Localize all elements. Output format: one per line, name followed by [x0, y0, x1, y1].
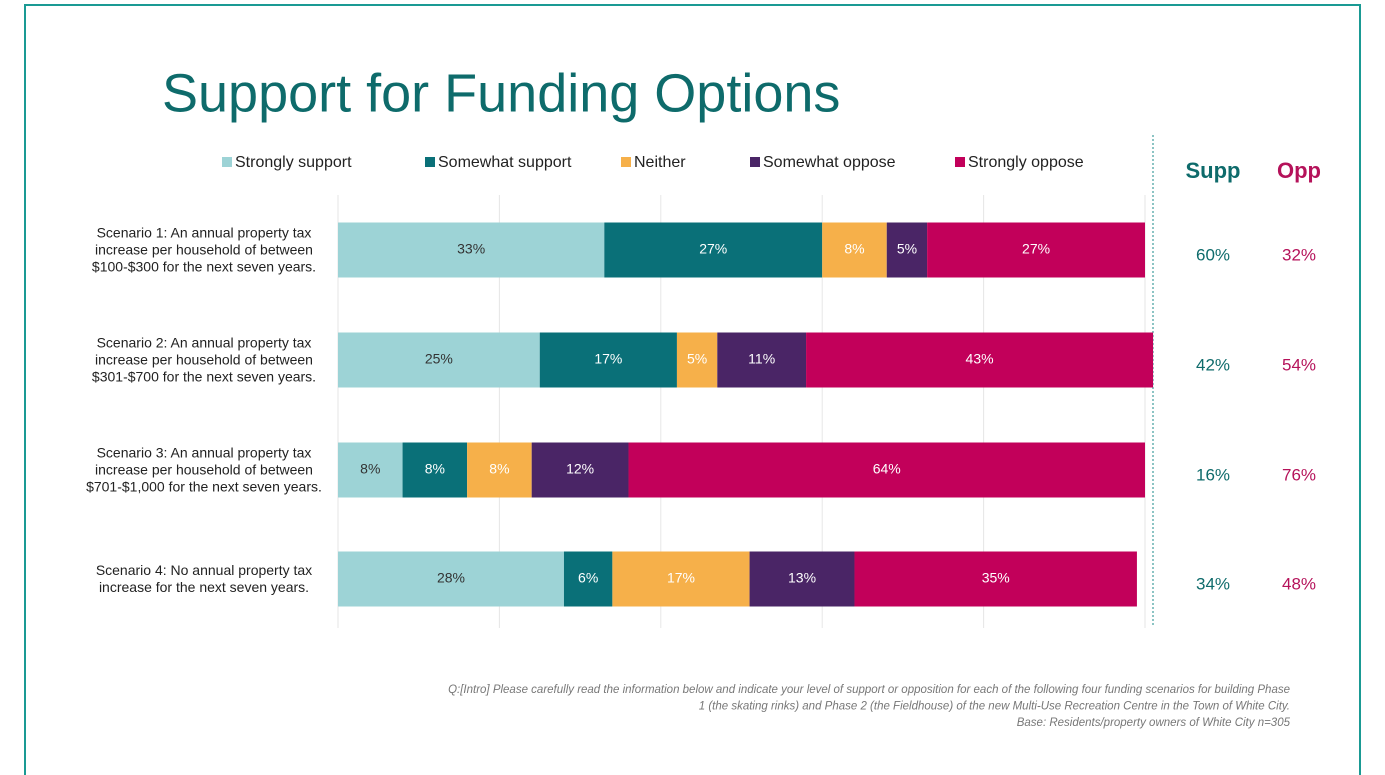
bar-segment: [612, 551, 750, 607]
summary-header: Opp: [1277, 158, 1321, 183]
legend-label: Neither: [634, 154, 686, 171]
bar-segment: [402, 442, 468, 498]
value-label: 33%: [457, 241, 485, 257]
bar-segment: [806, 332, 1154, 388]
legend-swatch: [955, 157, 965, 167]
bar-segment: [676, 332, 718, 388]
value-label: 8%: [360, 461, 380, 477]
chart-title: Support for Funding Options: [162, 63, 840, 123]
footnote: 1 (the skating rinks) and Phase 2 (the F…: [699, 701, 1290, 713]
category-label: Scenario 2: An annual property tax incre…: [91, 334, 317, 385]
category-label: Scenario 3: An annual property tax incre…: [86, 444, 322, 495]
legend-label: Strongly support: [235, 154, 352, 171]
legend-swatch: [425, 157, 435, 167]
summary-value: 48%: [1282, 574, 1316, 593]
bar-segment: [604, 222, 823, 278]
bar-segment: [628, 442, 1145, 498]
value-label: 28%: [437, 570, 465, 586]
value-label: 5%: [897, 241, 917, 257]
value-label: 5%: [687, 351, 707, 367]
legend-label: Somewhat oppose: [763, 154, 896, 171]
footnote: Base: Residents/property owners of White…: [1017, 717, 1291, 729]
value-label: 8%: [844, 241, 864, 257]
summary-value: 34%: [1196, 574, 1230, 593]
value-label: 11%: [748, 351, 775, 367]
category-label: Scenario 4: No annual property tax incre…: [95, 562, 313, 595]
bar-segment: [467, 442, 532, 498]
frame: [24, 4, 1361, 775]
value-label: 8%: [425, 461, 445, 477]
bar-segment: [338, 442, 403, 498]
summary-header: Supp: [1186, 158, 1241, 183]
bar-segment: [531, 442, 629, 498]
value-label: 27%: [699, 241, 727, 257]
summary-value: 16%: [1196, 465, 1230, 484]
legend-label: Strongly oppose: [968, 154, 1084, 171]
bar-segment: [749, 551, 855, 607]
legend-swatch: [222, 157, 232, 167]
category-label: Scenario 1: An annual property tax incre…: [91, 224, 317, 275]
bar-segment: [854, 551, 1137, 607]
summary-value: 54%: [1282, 355, 1316, 374]
value-label: 17%: [594, 351, 622, 367]
bar-segment: [886, 222, 928, 278]
bar-segment: [338, 222, 605, 278]
summary-value: 32%: [1282, 245, 1316, 264]
bar-segment: [563, 551, 613, 607]
bar-segment: [927, 222, 1145, 278]
summary-value: 42%: [1196, 355, 1230, 374]
bar-segment: [539, 332, 677, 388]
legend-swatch: [621, 157, 631, 167]
footnote: Q:[Intro] Please carefully read the info…: [448, 684, 1290, 696]
legend-label: Somewhat support: [438, 154, 572, 171]
value-label: 27%: [1022, 241, 1050, 257]
bar-segment: [338, 332, 540, 388]
legend-swatch: [750, 157, 760, 167]
value-label: 8%: [489, 461, 509, 477]
value-label: 17%: [667, 570, 695, 586]
value-label: 35%: [982, 570, 1010, 586]
value-label: 43%: [966, 351, 994, 367]
summary-value: 60%: [1196, 245, 1230, 264]
value-label: 6%: [578, 570, 598, 586]
value-label: 25%: [425, 351, 453, 367]
value-label: 13%: [788, 570, 816, 586]
value-label: 12%: [566, 461, 594, 477]
bar-segment: [822, 222, 887, 278]
value-label: 64%: [873, 461, 901, 477]
bar-segment: [338, 551, 564, 607]
summary-value: 76%: [1282, 465, 1316, 484]
bar-segment: [717, 332, 807, 388]
